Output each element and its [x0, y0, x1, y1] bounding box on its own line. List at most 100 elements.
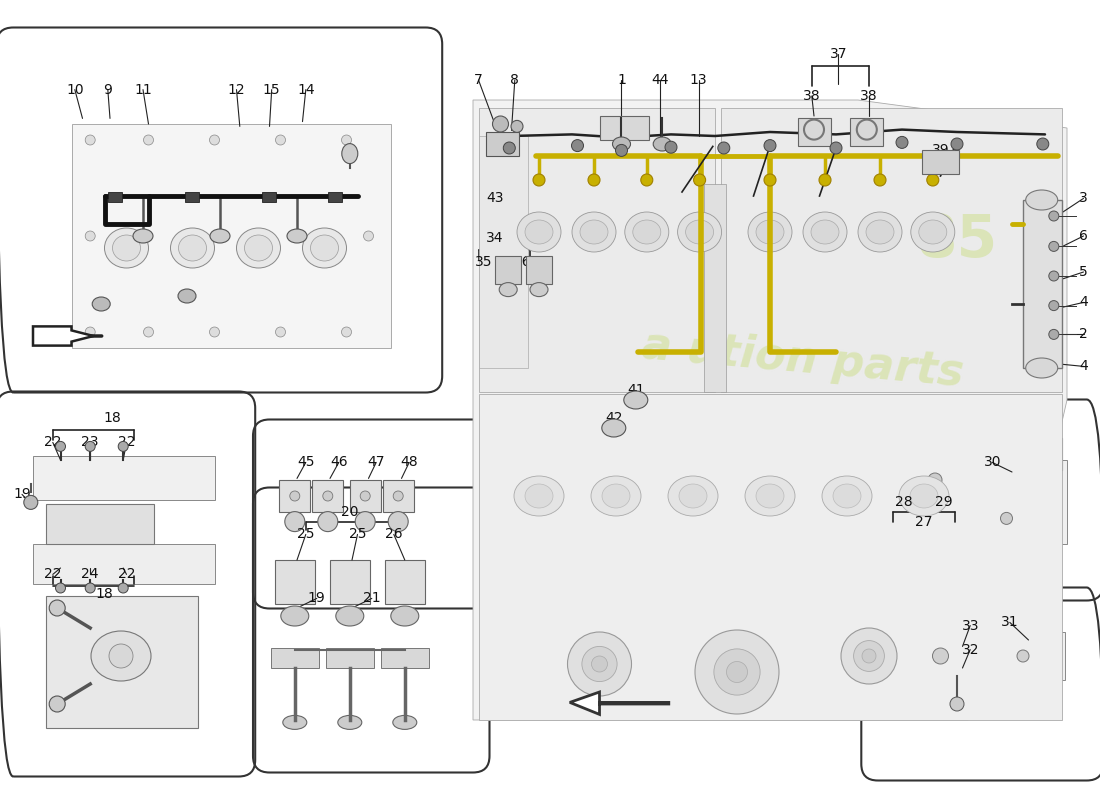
Text: 26: 26: [385, 527, 403, 542]
Polygon shape: [326, 648, 374, 668]
Circle shape: [275, 327, 286, 337]
Ellipse shape: [287, 229, 307, 243]
Circle shape: [928, 473, 942, 487]
Text: 27: 27: [915, 514, 933, 529]
Circle shape: [582, 646, 617, 682]
Text: 7: 7: [474, 73, 483, 87]
Text: 43: 43: [486, 191, 504, 206]
Circle shape: [1001, 513, 1012, 525]
Circle shape: [85, 327, 96, 337]
Ellipse shape: [170, 228, 214, 268]
Polygon shape: [478, 136, 528, 368]
Circle shape: [341, 327, 352, 337]
Polygon shape: [486, 132, 519, 156]
Text: 34: 34: [486, 231, 504, 246]
Text: 3: 3: [1079, 191, 1088, 206]
Ellipse shape: [280, 606, 309, 626]
Text: 30: 30: [983, 455, 1001, 470]
Circle shape: [318, 512, 338, 532]
Text: 47: 47: [367, 455, 385, 470]
Ellipse shape: [591, 476, 641, 516]
Text: 18: 18: [103, 411, 121, 426]
Circle shape: [85, 135, 96, 145]
Text: 39: 39: [932, 143, 949, 158]
Polygon shape: [902, 632, 1065, 680]
Ellipse shape: [283, 715, 307, 730]
Text: 41: 41: [627, 383, 645, 398]
Circle shape: [118, 442, 129, 451]
Text: 13: 13: [690, 73, 707, 87]
Text: 44: 44: [651, 73, 669, 87]
Circle shape: [952, 138, 962, 150]
Ellipse shape: [811, 220, 839, 244]
Text: 11: 11: [134, 82, 152, 97]
Circle shape: [143, 327, 154, 337]
Text: 15: 15: [263, 82, 280, 97]
Ellipse shape: [342, 143, 358, 163]
Ellipse shape: [336, 606, 364, 626]
Circle shape: [896, 136, 907, 149]
Ellipse shape: [685, 220, 714, 244]
Text: 18: 18: [96, 587, 113, 602]
Ellipse shape: [210, 229, 230, 243]
Ellipse shape: [178, 235, 207, 261]
Polygon shape: [600, 116, 649, 140]
Polygon shape: [385, 560, 425, 604]
Circle shape: [1048, 242, 1059, 251]
Text: 38: 38: [860, 89, 878, 103]
Text: 5: 5: [1079, 265, 1088, 279]
Circle shape: [572, 139, 583, 151]
Circle shape: [50, 696, 65, 712]
Ellipse shape: [178, 289, 196, 303]
Circle shape: [1048, 301, 1059, 310]
Circle shape: [933, 648, 948, 664]
Circle shape: [862, 649, 876, 663]
Ellipse shape: [653, 137, 671, 151]
Polygon shape: [913, 640, 968, 676]
Polygon shape: [271, 648, 319, 668]
Ellipse shape: [625, 212, 669, 252]
Ellipse shape: [678, 212, 722, 252]
Ellipse shape: [624, 391, 648, 409]
Polygon shape: [330, 560, 370, 604]
Ellipse shape: [632, 220, 661, 244]
Text: 48: 48: [400, 455, 418, 470]
Ellipse shape: [133, 229, 153, 243]
Text: 21: 21: [363, 591, 381, 606]
Ellipse shape: [236, 228, 280, 268]
Ellipse shape: [1025, 358, 1058, 378]
Text: 19: 19: [308, 591, 326, 606]
Text: 46: 46: [330, 455, 348, 470]
Polygon shape: [275, 560, 315, 604]
Circle shape: [950, 697, 964, 711]
Circle shape: [504, 142, 515, 154]
Polygon shape: [350, 480, 381, 512]
Polygon shape: [704, 184, 726, 392]
Polygon shape: [33, 456, 214, 500]
Text: 4: 4: [1079, 295, 1088, 310]
Polygon shape: [979, 638, 1056, 676]
Text: 22: 22: [118, 435, 135, 450]
Ellipse shape: [858, 212, 902, 252]
Ellipse shape: [679, 484, 707, 508]
Polygon shape: [720, 108, 1062, 392]
Ellipse shape: [92, 297, 110, 311]
Circle shape: [493, 116, 508, 132]
Circle shape: [764, 174, 776, 186]
Ellipse shape: [393, 715, 417, 730]
Ellipse shape: [525, 484, 553, 508]
Ellipse shape: [910, 484, 938, 508]
Circle shape: [568, 632, 631, 696]
Ellipse shape: [499, 282, 517, 297]
Polygon shape: [478, 108, 715, 392]
Circle shape: [641, 174, 652, 186]
Ellipse shape: [822, 476, 872, 516]
Circle shape: [1037, 138, 1048, 150]
Ellipse shape: [530, 282, 548, 297]
Text: 22: 22: [44, 435, 62, 450]
Circle shape: [85, 583, 96, 593]
Circle shape: [55, 583, 66, 593]
Polygon shape: [526, 256, 552, 284]
Circle shape: [927, 174, 938, 186]
Ellipse shape: [302, 228, 346, 268]
